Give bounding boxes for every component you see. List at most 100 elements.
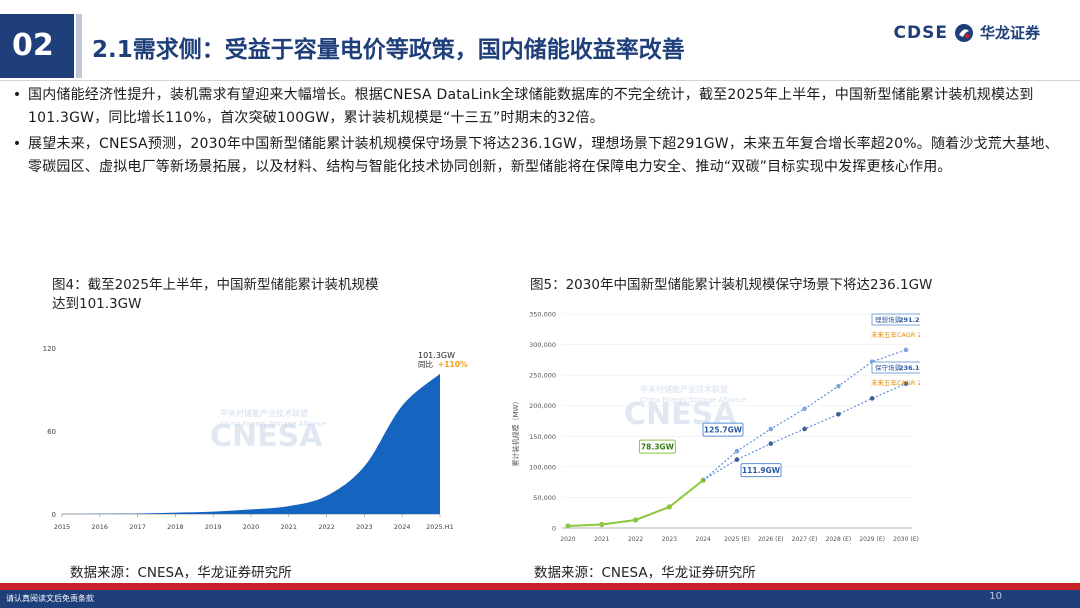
- figure5-y-tick-label: 100,000: [529, 463, 556, 471]
- figure4-x-tick-label: 2025.H1: [426, 523, 454, 531]
- figure5-conservative-series-point: [869, 396, 875, 401]
- figure4-x-tick-label: 2016: [92, 523, 109, 531]
- footer-disclaimer: 请认真阅读文后免责条款: [6, 594, 94, 603]
- bullet-dot: •: [12, 136, 22, 152]
- figure4-y-tick-label: 60: [47, 428, 56, 436]
- figure4-caption: 图4：截至2025年上半年，中国新型储能累计装机规模 达到101.3GW: [52, 276, 452, 314]
- figure5-x-tick-label: 2023: [662, 536, 677, 543]
- figure5-watermark-sub2: China Energy Storage Alliance: [640, 396, 746, 404]
- figure4-watermark: CNESA: [210, 419, 323, 454]
- page-number: 10: [989, 591, 1002, 602]
- figure5-y-tick-label: 350,000: [529, 311, 556, 319]
- bullet-dot: •: [12, 87, 22, 103]
- figure5-historical-point: [633, 517, 639, 523]
- figure5-caption: 图5：2030年中国新型储能累计装机规模保守场景下将达236.1GW: [530, 277, 933, 293]
- section-number-band: [0, 14, 74, 78]
- figure5-conservative-series-point: [768, 441, 774, 446]
- figure5-y-tick-label: 50,000: [533, 494, 556, 502]
- figure5-label-cons-2025-box: [740, 463, 782, 478]
- figure5-label-cons-2025: 111.9GW: [742, 466, 781, 475]
- bullet-list: • 国内储能经济性提升，装机需求有望迎来大幅增长。根据CNESA DataLin…: [6, 84, 1072, 182]
- figure4-x-tick-label: 2021: [281, 523, 298, 531]
- figure4-x-tick-label: 2024: [394, 523, 411, 531]
- logo-text-en: CDSE: [893, 22, 948, 43]
- figure5-x-tick-label: 2027 (E): [792, 536, 818, 543]
- figure5-historical-point: [599, 521, 605, 528]
- figure5-cons-2030-value: 236.1GW: [899, 364, 920, 372]
- figure5-annotations: 78.3GW 125.7GW 111.9GW 理想场景：291.2GW 未来五年CAGR…: [638, 313, 920, 478]
- figure4-x-tick-label: 2015: [54, 523, 71, 531]
- logo-text-cn: 华龙证券: [979, 24, 1040, 42]
- figure5-historical-point: [700, 477, 706, 483]
- figure4-chart: CNESA 中关村储能产业技术联盟 China Energy Storage A…: [43, 345, 468, 531]
- figure5-y-tick-label: 300,000: [529, 341, 556, 349]
- figure5-ideal-2030-box: [871, 313, 920, 326]
- bullet-item: • 展望未来，CNESA预测，2030年中国新型储能累计装机规模保守场景下将达2…: [6, 133, 1072, 179]
- figure5-y-tick-label: 200,000: [529, 402, 556, 410]
- figure5-ideal-series-point: [802, 406, 807, 412]
- figure5-cons-cagr: 未来五年CAGR 20.2%: [871, 378, 920, 387]
- figure5-x-tick-label: 2025 (E): [724, 536, 750, 543]
- figure4-annotation: 101.3GW 同比 +110%: [418, 351, 468, 369]
- figure5-label-ideal-2025-box: [702, 422, 744, 437]
- figure5-x-tick-label: 2022: [628, 536, 643, 543]
- figure4-annotation-value: 101.3GW: [418, 351, 455, 360]
- figure4-annotation-yoy-value: +110%: [438, 360, 468, 369]
- section-number: 02: [12, 28, 54, 63]
- figure4-x-tick-label: 2023: [356, 523, 373, 531]
- figure5-historical-point: [565, 523, 571, 529]
- figure5-label-2024-box: [638, 439, 676, 454]
- figure4-y-tick-label: 120: [43, 345, 56, 353]
- figure5-y-axis-label: 累计装机规模（MW）: [511, 398, 520, 467]
- figure5-historical-point: [666, 504, 672, 510]
- footer-bar: [0, 590, 1080, 608]
- figure5-watermark-sub1: 中关村储能产业技术联盟: [640, 384, 728, 394]
- figure4-annotation-yoy-label: 同比: [418, 359, 433, 369]
- figure5-label-2024: 78.3GW: [641, 443, 675, 452]
- figure4-x-tick-label: 2017: [129, 523, 146, 531]
- figure5-x-tick-label: 2024: [696, 536, 711, 543]
- figure5-source: 数据来源：CNESA，华龙证券研究所: [534, 565, 756, 581]
- figure5-ideal-series-point: [734, 448, 740, 454]
- figure4-watermark-sub1: 中关村储能产业技术联盟: [220, 408, 308, 418]
- figure5-conservative-series-point: [802, 426, 807, 432]
- bullet-text: 国内储能经济性提升，装机需求有望迎来大幅增长。根据CNESA DataLink全…: [28, 87, 1034, 126]
- figure5-label-ideal-2025: 125.7GW: [704, 426, 743, 435]
- figure5-x-tick-label: 2028 (E): [826, 536, 852, 543]
- figure5-y-tick-label: 250,000: [529, 372, 556, 380]
- figure5-x-tick-label: 2029 (E): [859, 536, 885, 543]
- figure5-ideal-2030-title: 理想场景：: [875, 315, 908, 324]
- figure5-ideal-2030-value: 291.2GW: [899, 316, 920, 324]
- figure5-conservative-series-point: [836, 411, 841, 417]
- figure5-x-tick-label: 2026 (E): [758, 536, 784, 543]
- figure4-y-tick-label: 0: [52, 511, 56, 519]
- figure5-x-tick-label: 2020: [560, 536, 575, 543]
- dragon-logo-icon: [954, 23, 973, 42]
- figure4-x-tick-label: 2022: [318, 523, 335, 531]
- figure4-x-tick-label: 2019: [205, 523, 222, 531]
- bullet-item: • 国内储能经济性提升，装机需求有望迎来大幅增长。根据CNESA DataLin…: [6, 84, 1072, 130]
- figure5-x-tick-label: 2021: [594, 536, 609, 543]
- bullet-text: 展望未来，CNESA预测，2030年中国新型储能累计装机规模保守场景下将达236…: [28, 136, 1059, 175]
- figure4-area-series: [62, 373, 440, 514]
- figure4-x-tick-label: 2018: [167, 523, 184, 531]
- figure5-ideal-cagr: 未来五年CAGR 24.5%: [871, 330, 920, 339]
- figure5-y-tick-label: 150,000: [529, 433, 556, 441]
- figure4-watermark-sub2: China Energy Storage Alliance: [220, 420, 326, 428]
- figure4-caption-line1: 图4：截至2025年上半年，中国新型储能累计装机规模: [52, 277, 379, 293]
- figure5-ideal-series-point: [768, 426, 774, 432]
- figure5-ideal-series-point: [836, 383, 841, 389]
- figure5-ideal-series-point: [903, 347, 909, 353]
- figure5-x-tick-label: 2030 (E): [893, 536, 919, 543]
- header-divider: [0, 80, 1080, 81]
- figure4-x-tick-label: 2020: [243, 523, 260, 531]
- footer-red-stripe: [0, 583, 1080, 590]
- figure5-conservative-series-point: [734, 457, 740, 462]
- figure5-cons-2030-title: 保守场景：: [875, 363, 908, 372]
- figure4-source: 数据来源：CNESA，华龙证券研究所: [70, 565, 292, 581]
- page-title: 2.1需求侧：受益于容量电价等政策，国内储能收益率改善: [92, 37, 685, 63]
- title-accent-bar: [76, 14, 82, 78]
- figure5-chart: CNESA 中关村储能产业技术联盟 China Energy Storage A…: [511, 311, 920, 543]
- figure5-cons-2030-box: [871, 361, 920, 374]
- figure4-caption-line2: 达到101.3GW: [52, 296, 142, 312]
